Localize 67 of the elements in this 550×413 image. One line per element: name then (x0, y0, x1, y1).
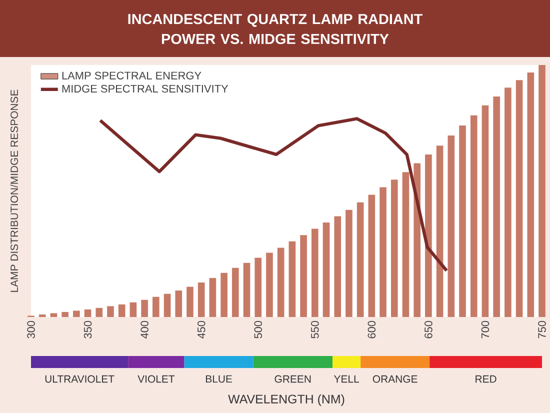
bar (220, 272, 228, 317)
text: VIOLET (138, 375, 175, 383)
x-tick-label: 700 (481, 320, 490, 338)
bar (414, 163, 420, 317)
bar (118, 304, 126, 317)
bar (107, 306, 114, 317)
x-tick-label: 550 (311, 320, 319, 338)
bar (38, 314, 46, 317)
text: GREEN (274, 375, 311, 383)
bar (482, 105, 489, 317)
bar (243, 262, 250, 317)
bar (232, 268, 239, 317)
bar (504, 88, 512, 317)
text: RED (476, 375, 496, 383)
bar (402, 172, 410, 317)
bar (311, 228, 318, 317)
bar (380, 187, 386, 317)
x-tick-label: 350 (84, 320, 92, 338)
bar (538, 64, 546, 317)
x-tick-label: 750 (538, 320, 546, 338)
x-tick-label: 500 (254, 320, 262, 338)
x-tick-label: 650 (424, 320, 432, 338)
bar (130, 302, 137, 317)
bar (84, 309, 92, 317)
legend-label: MIDGE SPECTRAL SENSITIVITY (62, 84, 228, 93)
bar (516, 80, 523, 317)
bar (62, 312, 68, 317)
bar (152, 296, 160, 317)
bar (368, 194, 376, 317)
bar (459, 125, 466, 317)
chart-title: INCANDESCENT QUARTZ LAMP RADIANT POWER VS. MIDGE SENSITIVITY (128, 14, 422, 44)
bar (186, 286, 194, 317)
bar (288, 241, 296, 317)
bar (73, 310, 80, 317)
bar (322, 222, 330, 317)
bar (493, 96, 500, 317)
bar (96, 308, 103, 317)
text: ULTRAVIOLET (45, 375, 114, 383)
legend-label: LAMP SPECTRAL ENERGY (62, 72, 202, 80)
bar (198, 282, 205, 317)
bar (436, 146, 444, 317)
bar (50, 313, 58, 317)
bar (390, 180, 398, 317)
bar (527, 72, 534, 317)
x-tick-label: 600 (368, 320, 376, 338)
bar (164, 294, 171, 317)
bar (448, 136, 455, 317)
bar (254, 258, 262, 317)
x-axis-title: WAVELENGTH (NM) (228, 394, 344, 406)
bar (266, 252, 273, 317)
x-tick-label: 400 (140, 320, 148, 339)
x-tick-label: 450 (197, 320, 206, 339)
bar (425, 154, 432, 317)
text: YELL (334, 375, 359, 383)
bar (141, 300, 148, 317)
text: ORANGE (372, 375, 418, 383)
text: BLUE (206, 375, 232, 383)
bar (356, 202, 364, 317)
bar (300, 235, 307, 317)
bar (209, 278, 216, 317)
y-axis-title: LAMP DISTRIBUTION/MIDGE RESPONSE (10, 90, 18, 292)
bar (277, 248, 284, 317)
bar (470, 115, 478, 317)
bar (175, 290, 182, 317)
x-tick-label: 300 (27, 320, 35, 338)
bar (346, 210, 352, 317)
bar (334, 216, 342, 317)
